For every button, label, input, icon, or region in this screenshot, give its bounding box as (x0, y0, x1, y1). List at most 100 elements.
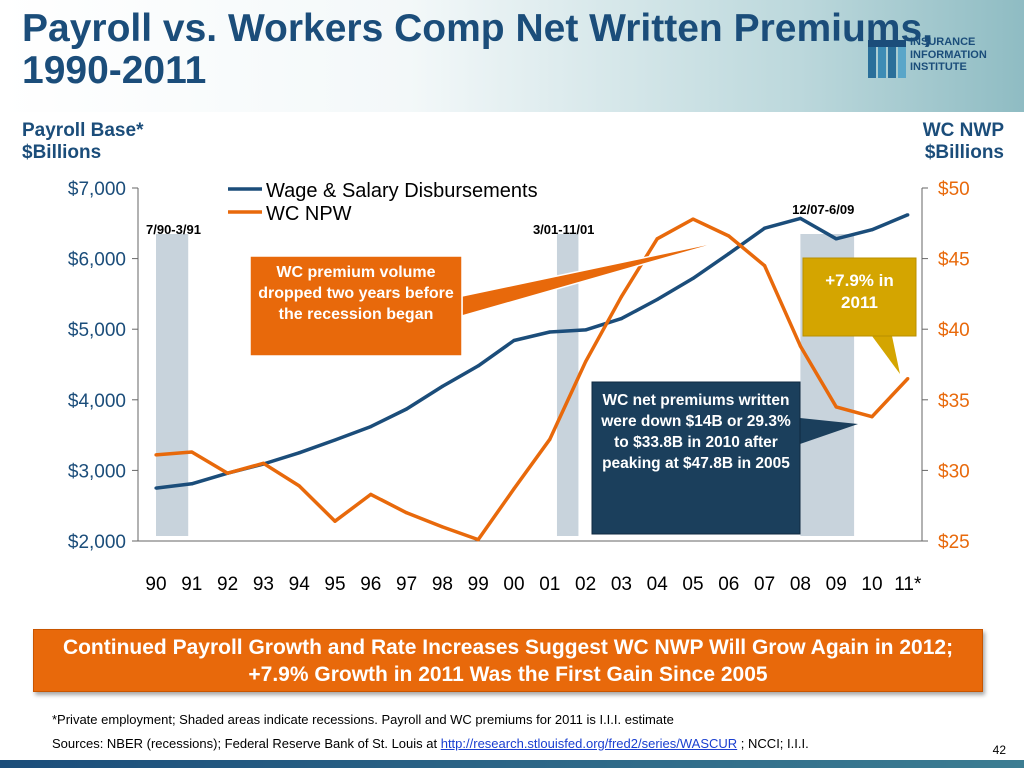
x-tick-label: 98 (432, 574, 453, 595)
sources-suffix: ; NCCI; I.I.I. (737, 736, 809, 751)
data-point-payroll (154, 486, 158, 490)
right-tick-label: $35 (938, 391, 970, 412)
x-tick-label: 11* (894, 574, 922, 595)
right-tick-label: $50 (938, 179, 970, 200)
sources-prefix: Sources: NBER (recessions); Federal Rese… (52, 736, 441, 751)
callout-gold-box (802, 257, 917, 337)
left-tick-label: $6,000 (68, 250, 126, 271)
data-point-payroll (655, 297, 659, 302)
callout-orange-pointer (461, 239, 729, 317)
payroll-wc-chart: 7/90-3/91 3/01-11/01 12/07-6/09 $7,000 $6,0… (68, 179, 970, 595)
callout-orange-box (249, 255, 463, 357)
callout-gold-text: +7.9% in 2011 (825, 271, 894, 312)
x-tick-label: 05 (682, 574, 703, 595)
data-point-payroll (619, 317, 624, 321)
left-tick-label: $7,000 (68, 179, 126, 200)
data-point-wc-npw (584, 360, 588, 364)
x-tick-label: 04 (647, 574, 669, 595)
data-point-wc-npw (333, 519, 337, 523)
data-point-wc-npw (619, 295, 624, 299)
callout-navy-pointer (800, 418, 858, 444)
data-point-wc-npw (226, 471, 230, 475)
title-band (0, 0, 1024, 112)
data-point-wc-npw (548, 437, 552, 441)
data-point-payroll (906, 213, 910, 217)
x-tick-label: 92 (217, 574, 238, 595)
data-point-wc-npw (798, 344, 803, 348)
recession-bar-0 (156, 234, 189, 536)
data-point-wc-npw (655, 237, 659, 241)
x-tick-label: 95 (324, 574, 345, 595)
x-tick-label: 93 (253, 574, 274, 595)
left-tick-label: $2,000 (68, 532, 126, 553)
left-tick-label: $4,000 (68, 391, 126, 412)
data-point-payroll (333, 438, 337, 442)
data-point-payroll (405, 407, 409, 411)
x-tick-label: 97 (396, 574, 417, 595)
series-line-payroll (155, 213, 909, 490)
iii-logo: INSURANCE INFORMATION INSTITUTE (868, 36, 1018, 80)
x-tick-label: 00 (503, 574, 524, 595)
series-line-wc-npw (155, 217, 910, 542)
recession-label-0: 7/90-3/91 (146, 222, 201, 237)
x-tick-label: 10 (861, 574, 882, 595)
logo-line-2: INFORMATION (910, 48, 987, 61)
x-tick-label: 03 (611, 574, 632, 595)
callout-orange-text: WC premium volume dropped two years befo… (258, 264, 454, 323)
data-point-wc-npw (154, 453, 158, 457)
x-tick-label: 06 (718, 574, 739, 595)
data-point-payroll (190, 482, 194, 486)
right-tick-label: $40 (938, 320, 970, 341)
logo-line-3: INSTITUTE (910, 61, 967, 73)
right-axis-heading-line1: WC NWP (922, 120, 1004, 141)
right-axis-heading-line2: $Billions (924, 142, 1004, 163)
data-point-wc-npw (906, 377, 910, 381)
data-point-payroll (798, 216, 803, 220)
legend-label-wc: WC NPW (266, 203, 352, 225)
x-tick-label: 08 (790, 574, 811, 595)
left-tick-label: $3,000 (68, 461, 126, 482)
x-tick-label: 01 (539, 574, 560, 595)
data-point-payroll (548, 330, 552, 334)
data-point-payroll (763, 226, 767, 230)
data-point-wc-npw (476, 537, 480, 542)
right-tick-label: $25 (938, 532, 970, 553)
x-tick-label: 96 (360, 574, 381, 595)
sources-line: Sources: NBER (recessions); Federal Rese… (52, 736, 809, 751)
left-axis-heading: Payroll Base* $Billions (22, 120, 143, 164)
recession-label-1: 3/01-11/01 (533, 222, 594, 237)
axes: $7,000 $6,000 $5,000 $4,000 $3,000 $2,000 $50 $… (68, 179, 970, 595)
legend-label-payroll: Wage & Salary Disbursements (266, 180, 538, 202)
left-tick-label: $5,000 (68, 320, 126, 341)
callouts: WC premium volume dropped two years befo… (249, 239, 917, 535)
data-point-payroll (727, 252, 731, 256)
data-point-wc-npw (440, 525, 444, 529)
data-point-wc-npw (369, 492, 373, 497)
x-tick-label: 07 (754, 574, 775, 595)
data-point-wc-npw (297, 484, 301, 488)
data-point-wc-npw (727, 234, 731, 238)
recession-bar-1 (556, 234, 579, 536)
page-number: 42 (992, 743, 1006, 757)
data-point-wc-npw (834, 405, 838, 409)
data-point-payroll (369, 425, 373, 429)
data-point-payroll (297, 451, 301, 455)
logo-text: INSURANCE INFORMATION INSTITUTE (910, 36, 987, 74)
callout-navy-text: WC net premiums written were down $14B o… (601, 392, 791, 472)
footnote: *Private employment; Shaded areas indica… (52, 712, 674, 727)
iii-logo-icon (868, 40, 906, 78)
data-point-wc-npw (405, 511, 409, 515)
data-point-payroll (440, 384, 444, 388)
data-point-payroll (476, 364, 480, 368)
x-tick-label: 09 (826, 574, 847, 595)
data-point-payroll (691, 276, 695, 280)
x-tick-label: 94 (289, 574, 311, 595)
callout-orange-fo: WC premium volume dropped two years befo… (258, 264, 454, 323)
logo-line-1: INSURANCE (910, 36, 976, 48)
sources-link[interactable]: http://research.stlouisfed.org/fred2/ser… (440, 736, 738, 751)
data-point-wc-npw (261, 461, 265, 465)
data-point-payroll (834, 237, 838, 241)
legend: Wage & Salary Disbursements WC NPW (228, 180, 538, 225)
right-tick-label: $30 (938, 461, 970, 482)
data-point-payroll (512, 338, 516, 343)
